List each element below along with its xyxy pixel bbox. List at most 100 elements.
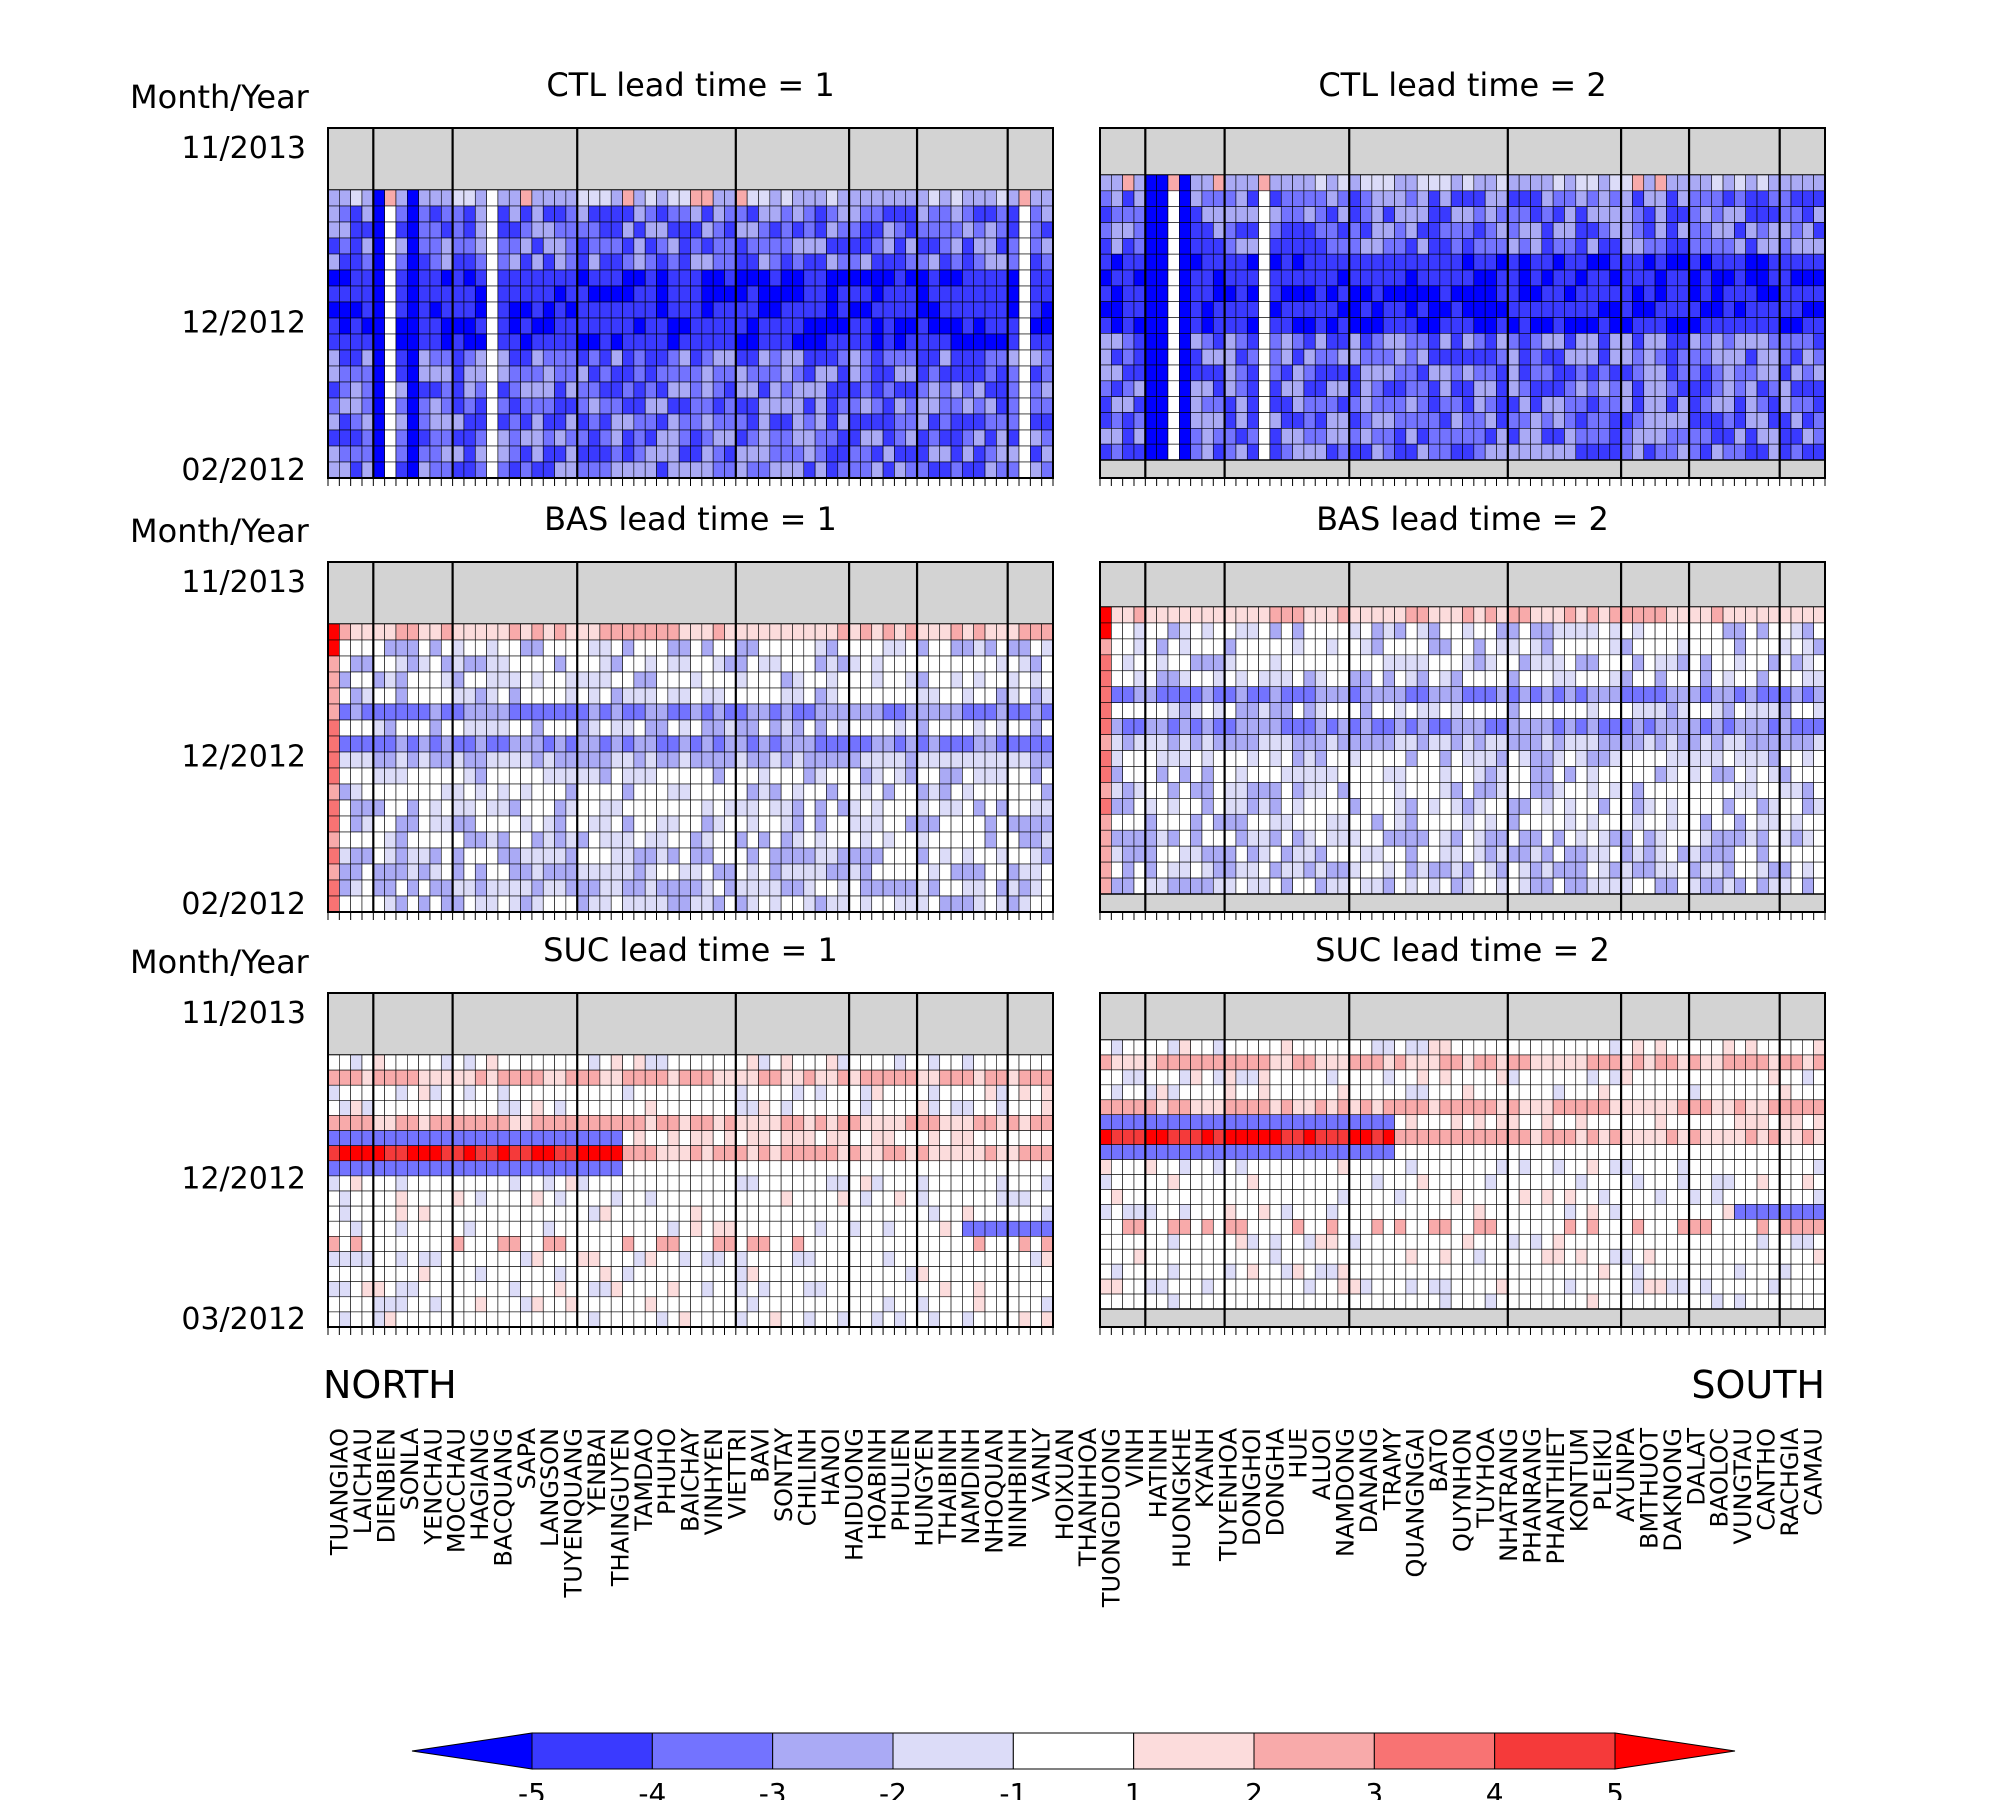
heatmap-cell <box>1371 333 1384 350</box>
heatmap-cell <box>860 237 873 255</box>
heatmap-cell <box>1235 654 1248 672</box>
heatmap-cell <box>712 799 725 817</box>
heatmap-cell <box>1564 766 1577 783</box>
heatmap-cell <box>361 687 374 705</box>
heatmap-cell <box>1768 877 1780 895</box>
heatmap-cell <box>1462 412 1475 429</box>
heatmap-cell <box>962 639 975 657</box>
heatmap-cell <box>350 349 363 367</box>
heatmap-cell <box>350 1069 363 1086</box>
heatmap-cell <box>837 687 850 705</box>
heatmap-cell <box>1677 654 1690 672</box>
heatmap-cell <box>667 831 680 849</box>
heatmap-cell <box>814 847 827 865</box>
heatmap-cell <box>520 397 533 415</box>
heatmap-cell <box>1598 782 1611 799</box>
heatmap-cell <box>1030 237 1042 255</box>
heatmap-cell <box>1041 815 1054 833</box>
heatmap-cell <box>1360 750 1373 767</box>
heatmap-cell <box>1745 750 1758 767</box>
heatmap-cell <box>1303 877 1316 895</box>
heatmap-cell <box>735 317 748 335</box>
heatmap-cell <box>373 623 385 641</box>
heatmap-cell <box>780 285 793 303</box>
heatmap-cell <box>508 847 521 865</box>
heatmap-cell <box>1246 396 1259 413</box>
heatmap-cell <box>1518 813 1531 831</box>
heatmap-cell <box>1133 782 1146 799</box>
heatmap-cell <box>542 349 555 367</box>
heatmap-cell <box>361 831 374 849</box>
heatmap-cell <box>1745 190 1758 207</box>
heatmap-cell <box>1156 428 1169 445</box>
heatmap-cell <box>1632 317 1645 334</box>
heatmap-cell <box>633 671 646 689</box>
heatmap-cell <box>1030 879 1042 897</box>
heatmap-cell <box>531 445 544 463</box>
heatmap-cell <box>361 895 374 913</box>
heatmap-cell <box>1133 622 1146 640</box>
heatmap-cell <box>1768 285 1780 302</box>
heatmap-cell <box>803 429 816 447</box>
heatmap-cell <box>1632 364 1645 382</box>
heatmap-cell <box>327 719 340 737</box>
heatmap-cell <box>1462 443 1475 461</box>
heatmap-cell <box>588 269 601 287</box>
heatmap-cell <box>554 413 567 431</box>
heatmap-cell <box>1246 428 1259 445</box>
heatmap-cell <box>780 1054 793 1071</box>
heatmap-cell <box>520 381 533 399</box>
heatmap-cell <box>916 413 929 431</box>
heatmap-cell <box>1598 222 1611 239</box>
heatmap-cell <box>452 189 465 207</box>
heatmap-cell <box>871 671 884 689</box>
heatmap-cell <box>1326 174 1339 192</box>
heatmap-cell <box>1246 782 1259 799</box>
heatmap-cell <box>712 397 725 415</box>
heatmap-cell <box>1394 174 1407 192</box>
heatmap-cell <box>440 1054 453 1071</box>
heatmap-cell <box>1246 333 1259 350</box>
heatmap-cell <box>350 301 363 319</box>
heatmap-cell <box>1348 348 1361 366</box>
heatmap-cell <box>406 285 419 303</box>
heatmap-cell <box>758 879 771 897</box>
heatmap-cell <box>1677 253 1690 271</box>
heatmap-cell <box>339 349 351 367</box>
heatmap-cell <box>871 269 884 287</box>
heatmap-cell <box>1314 718 1327 735</box>
heatmap-cell <box>1643 301 1656 318</box>
heatmap-cell <box>701 847 714 865</box>
heatmap-cell <box>758 333 771 351</box>
heatmap-cell <box>1756 285 1769 302</box>
heatmap-cell <box>1394 317 1407 334</box>
heatmap-cell <box>1269 206 1282 223</box>
heatmap-cell <box>1099 317 1112 334</box>
heatmap-cell <box>1779 750 1792 767</box>
heatmap-cell <box>894 623 907 641</box>
heatmap-cell <box>1677 174 1690 192</box>
heatmap-cell <box>939 205 952 223</box>
heatmap-cell <box>327 767 340 785</box>
heatmap-cell <box>1711 333 1724 350</box>
heatmap-cell <box>724 237 737 255</box>
heatmap-cell <box>1030 719 1042 737</box>
heatmap-cell <box>984 269 997 287</box>
heatmap-cell <box>565 767 578 785</box>
heatmap-cell <box>1813 782 1826 799</box>
heatmap-cell <box>1802 348 1814 366</box>
heatmap-cell <box>542 751 555 769</box>
heatmap-cell <box>1439 734 1452 751</box>
heatmap-cell <box>1598 269 1611 287</box>
heatmap-cell <box>1428 782 1441 799</box>
heatmap-cell <box>418 831 431 849</box>
heatmap-cell <box>871 397 884 415</box>
heatmap-cell <box>758 719 771 737</box>
heatmap-cell <box>837 863 850 881</box>
heatmap-cell <box>542 333 555 351</box>
heatmap-cell <box>1711 750 1724 767</box>
heatmap-cell <box>1575 301 1588 318</box>
heatmap-cell <box>871 751 884 769</box>
heatmap-cell <box>565 333 578 351</box>
heatmap-cell <box>1552 766 1565 783</box>
